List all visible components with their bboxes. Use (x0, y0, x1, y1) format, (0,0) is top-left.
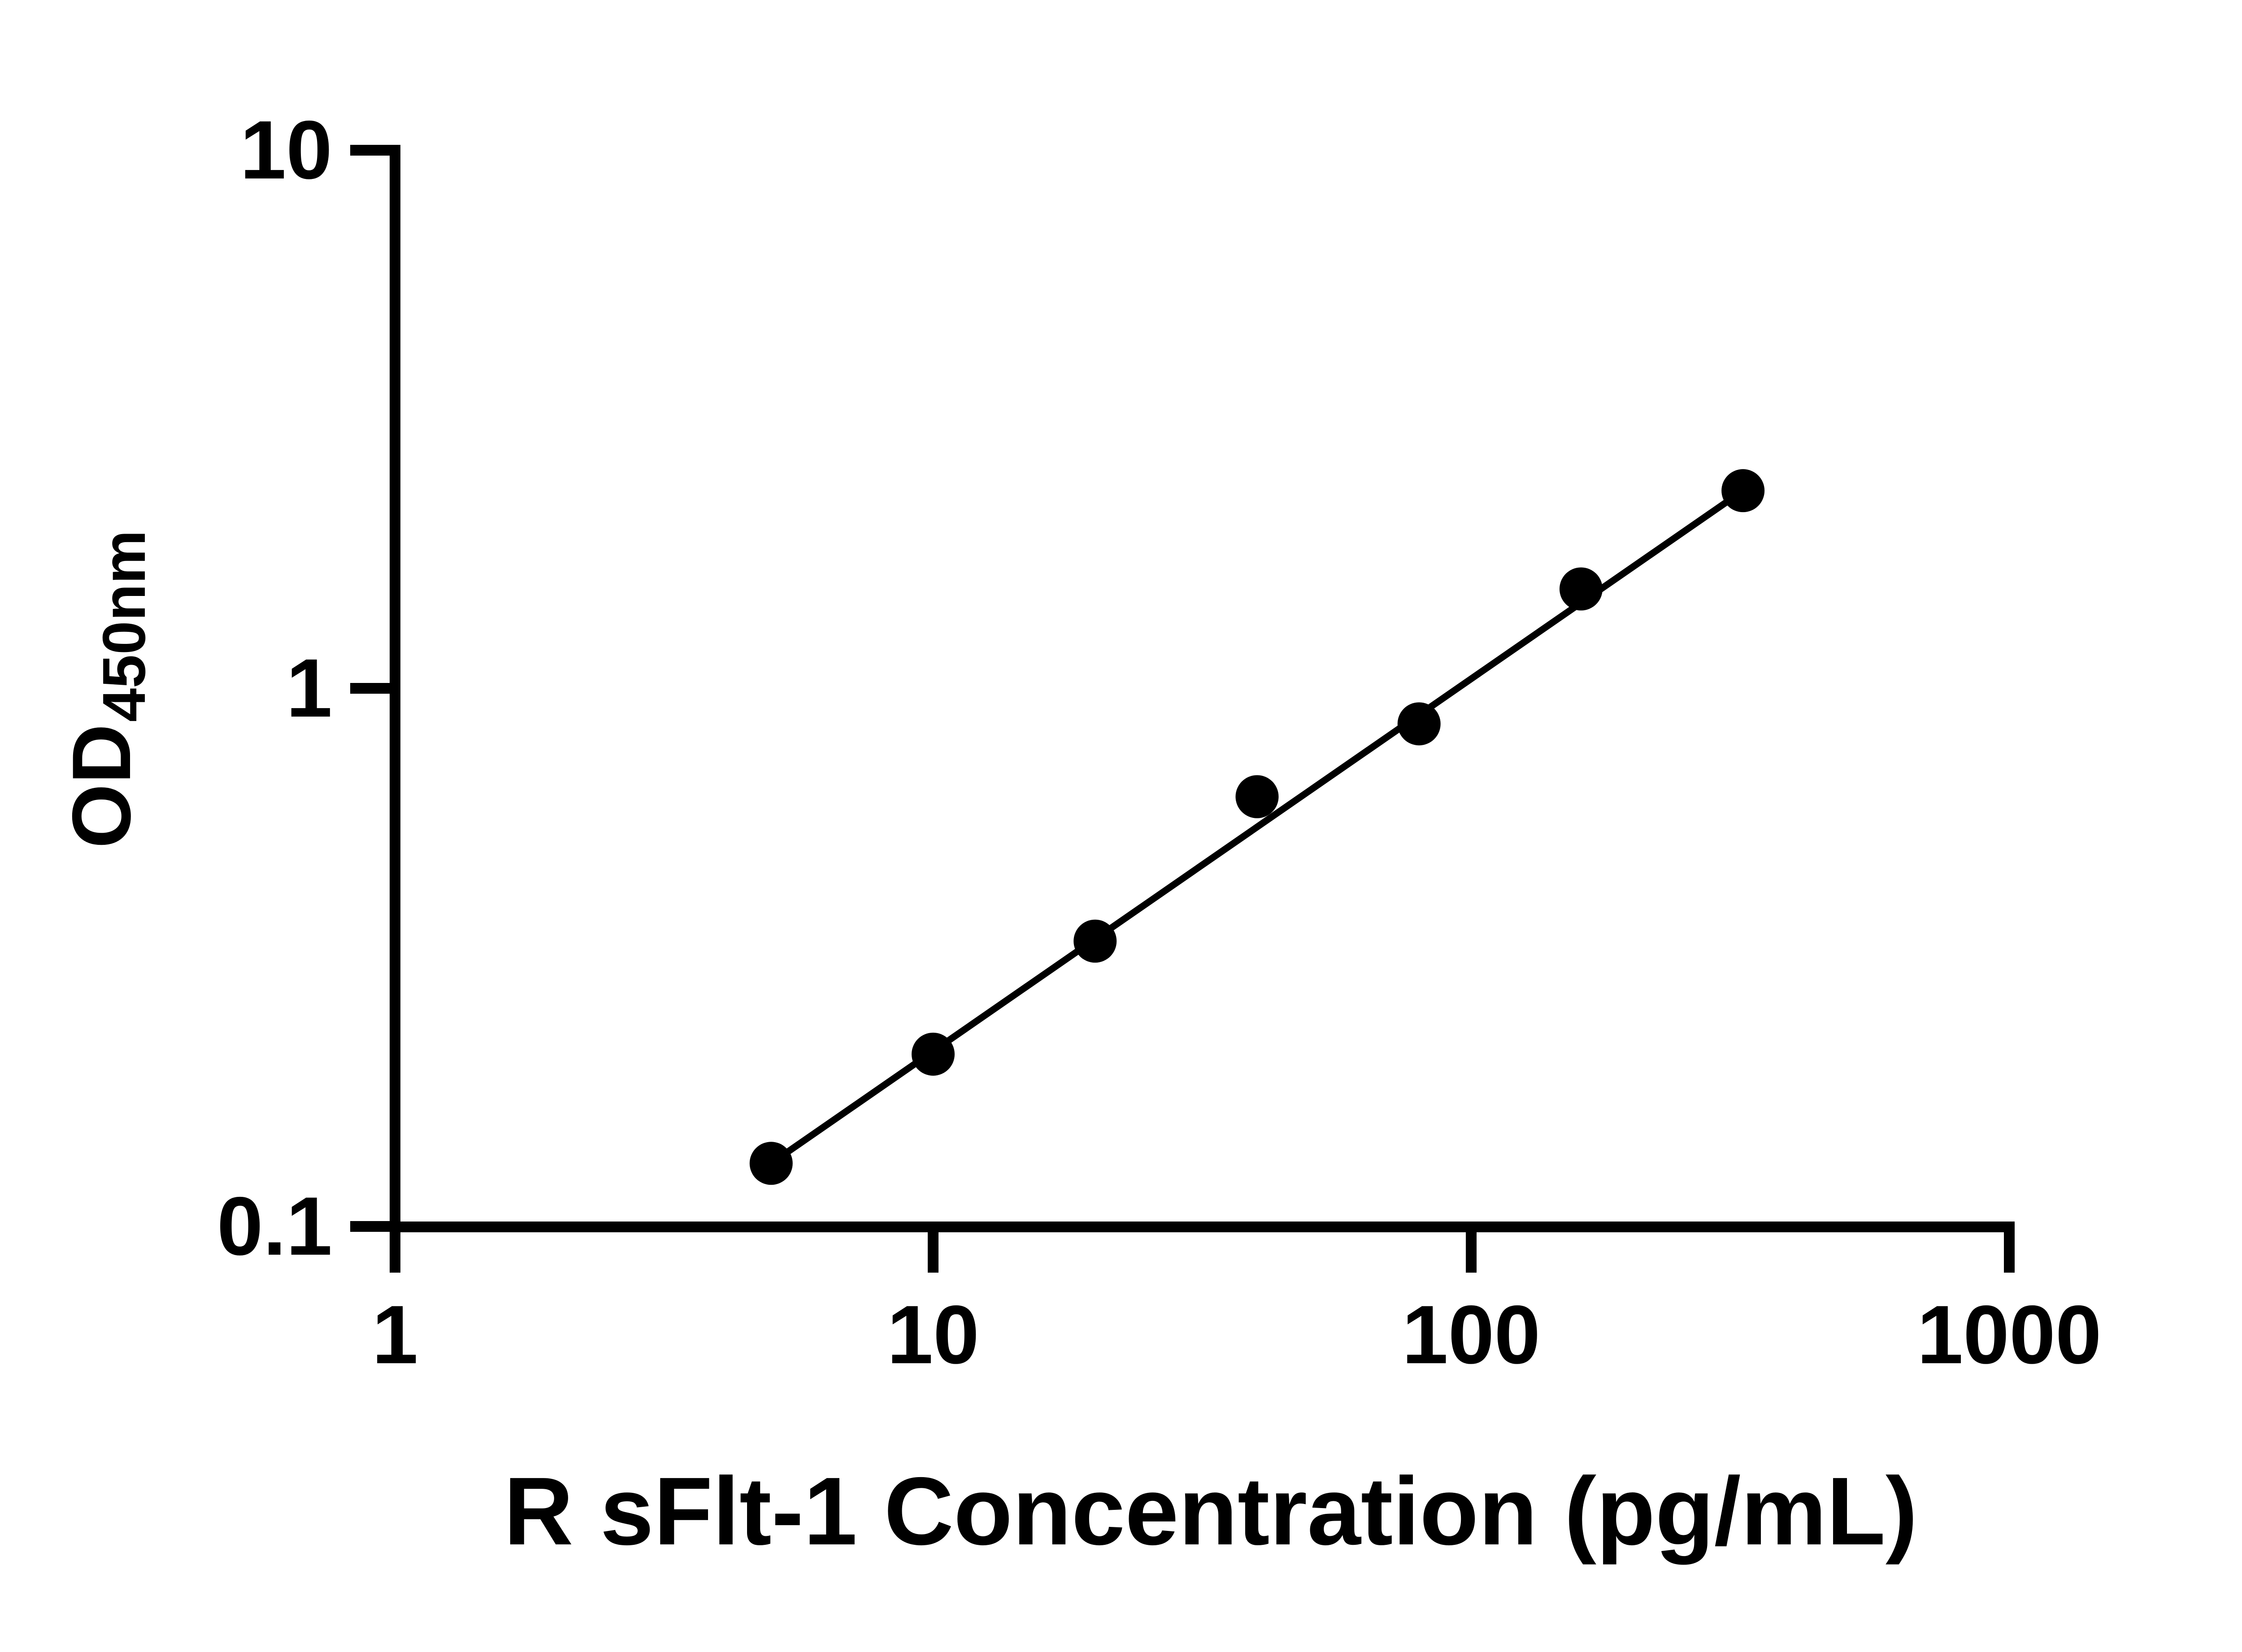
y-axis-title-main: OD (56, 724, 148, 848)
x-tick-label: 1 (372, 1289, 418, 1381)
x-tick-label: 10 (887, 1289, 979, 1381)
data-point (1721, 469, 1765, 513)
data-point (749, 1142, 793, 1185)
axes-layer (350, 145, 2015, 1273)
y-tick-label: 1 (286, 642, 332, 735)
data-point (1073, 919, 1117, 963)
y-axis-title: OD 450nm (56, 530, 158, 848)
y-axis-title-subscript: 450nm (90, 530, 158, 722)
data-point (1559, 567, 1603, 611)
y-tick-label: 0.1 (217, 1180, 332, 1273)
data-series-layer (749, 469, 1765, 1185)
data-point (1235, 775, 1279, 818)
y-tick-label: 10 (240, 104, 332, 196)
x-tick-label: 100 (1402, 1289, 1541, 1381)
data-point (912, 1032, 955, 1076)
x-axis-title: R sFlt-1 Concentration (pg/mL) (504, 1457, 1917, 1565)
tick-label-layer: 0.1 1 10 1 10 100 1000 (217, 104, 2102, 1381)
data-point (1397, 702, 1441, 746)
x-tick-label: 1000 (1917, 1289, 2102, 1381)
